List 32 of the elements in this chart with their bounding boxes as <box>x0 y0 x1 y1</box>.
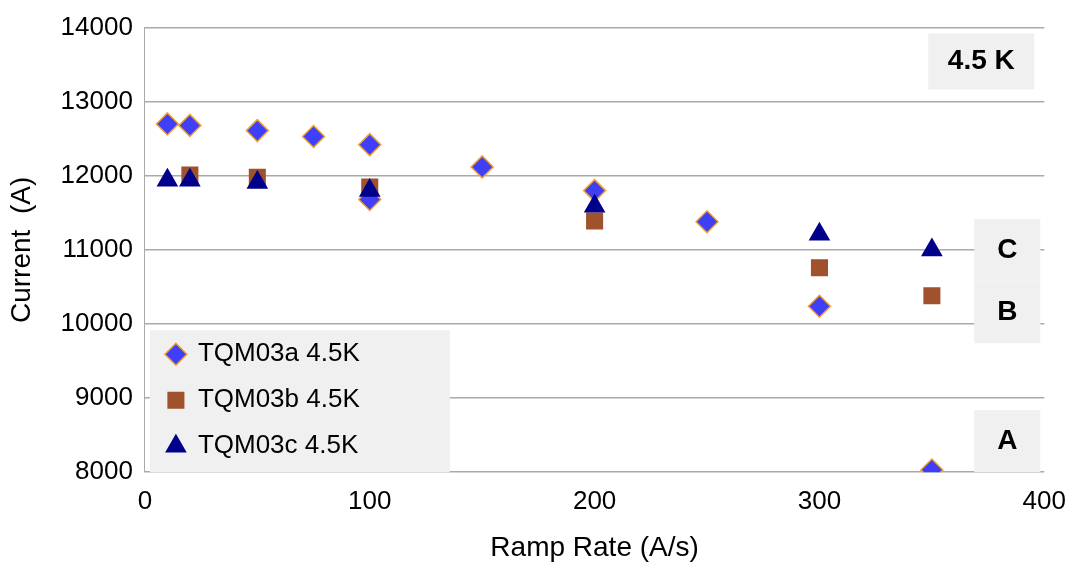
point <box>695 209 719 234</box>
point <box>245 118 270 143</box>
point <box>470 155 494 179</box>
y-tick-label: 12000 <box>60 158 133 189</box>
legend-label: TQM03c 4.5K <box>197 429 359 460</box>
point <box>301 124 326 149</box>
point <box>358 132 382 157</box>
point <box>810 259 828 277</box>
x-axis-title: Ramp Rate (A/s) <box>490 530 699 562</box>
annotation: 4.5 K <box>947 44 1015 76</box>
y-tick-label: 14000 <box>60 10 133 41</box>
y-tick-label: 9000 <box>75 381 133 412</box>
legend-label: TQM03a 4.5K <box>197 337 361 368</box>
point <box>923 287 941 305</box>
x-tick-label: 0 <box>137 484 153 515</box>
y-tick-label: 10000 <box>60 307 133 338</box>
y-axis-title: Current (A) <box>4 176 36 324</box>
point <box>178 113 202 138</box>
x-tick-label: 300 <box>797 484 842 515</box>
point <box>586 212 604 230</box>
x-tick-label: 400 <box>1022 484 1067 515</box>
x-tick-label: 100 <box>348 484 392 515</box>
annotation: C <box>997 232 1018 264</box>
point <box>155 112 180 136</box>
annotation: B <box>997 294 1018 326</box>
legend-label: TQM03b 4.5K <box>197 383 361 414</box>
y-tick-label: 13000 <box>60 84 133 115</box>
y-tick-label: 11000 <box>62 233 133 264</box>
annotation: A <box>997 423 1018 455</box>
point <box>807 294 832 318</box>
x-tick-label: 200 <box>572 484 617 515</box>
y-tick-label: 8000 <box>75 455 133 486</box>
